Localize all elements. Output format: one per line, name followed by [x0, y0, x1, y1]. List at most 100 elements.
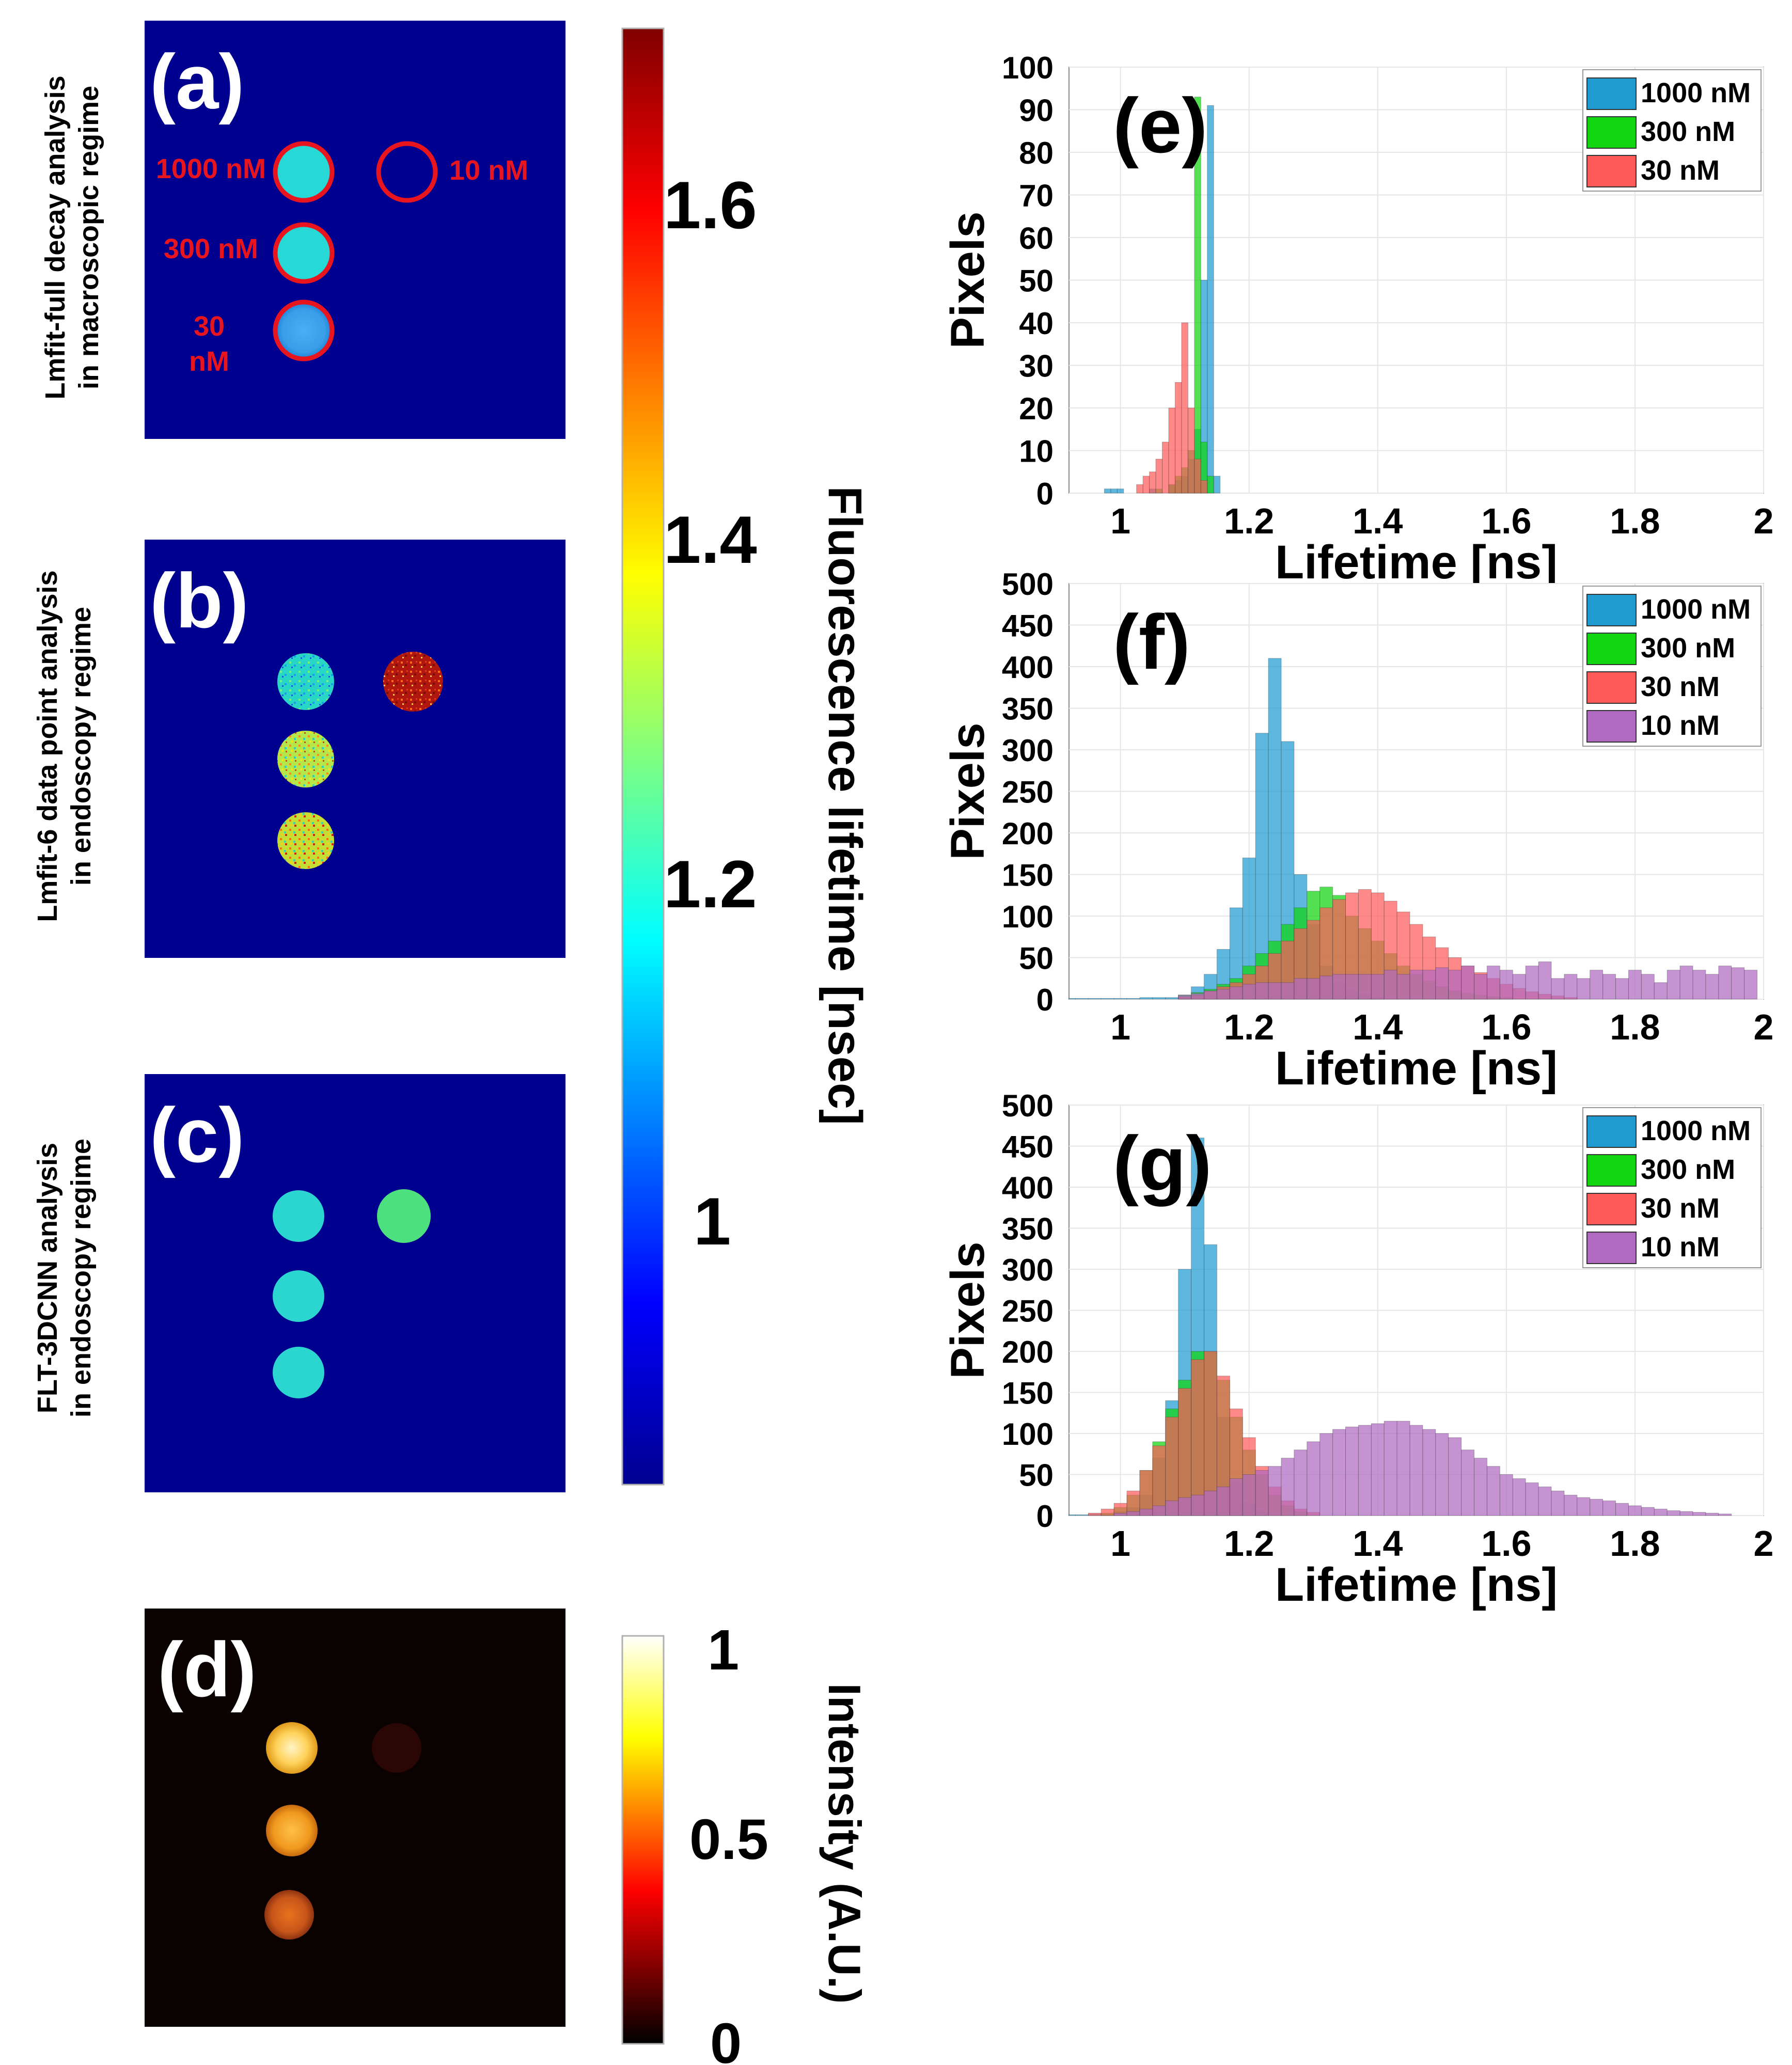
xtick-label-g: 1.6 — [1481, 1523, 1531, 1564]
bar-e-s2 — [1149, 471, 1156, 494]
bar-e-s0 — [1110, 488, 1118, 494]
bar-g-s3 — [1628, 1505, 1642, 1516]
spot-d-300 — [266, 1805, 318, 1856]
bar-g-s2 — [1178, 1388, 1192, 1516]
xtick-label-g: 1.2 — [1224, 1523, 1274, 1564]
xaxis-label-g: Lifetime [ns] — [1275, 1558, 1558, 1611]
spot-d-10 — [372, 1723, 421, 1773]
bar-g-s3 — [1512, 1478, 1526, 1516]
bar-f-s0 — [1101, 998, 1114, 1000]
intensity-colorbar: 1 0.5 0 Intensity (A.U.) — [621, 1618, 870, 2065]
ytick-label-e: 0 — [1036, 477, 1054, 511]
bar-g-s2 — [1191, 1359, 1205, 1516]
spot-b-10 — [383, 652, 443, 712]
ytick-label-e: 50 — [1019, 264, 1054, 298]
bar-e-s2 — [1174, 382, 1182, 494]
bar-g-s3 — [1641, 1507, 1655, 1516]
xtick-label-f: 2 — [1754, 1007, 1774, 1047]
bar-f-s0 — [1113, 998, 1127, 1000]
bar-f-s3 — [1628, 970, 1642, 1000]
bar-g-s3 — [1113, 1512, 1127, 1516]
yaxis-label-g: Pixels — [941, 1242, 994, 1379]
roi-300 — [273, 222, 335, 284]
bar-f-s3 — [1191, 993, 1205, 1000]
bar-f-s3 — [1409, 970, 1423, 1000]
panel-tag-f: (f) — [1113, 598, 1190, 685]
bar-g-s3 — [1332, 1429, 1346, 1516]
bar-e-s2 — [1136, 484, 1143, 494]
bar-g-s3 — [1242, 1474, 1256, 1516]
legend-label-g: 1000 nM — [1641, 1115, 1751, 1146]
legend-swatch-f — [1586, 671, 1637, 704]
bar-f-s3 — [1512, 974, 1526, 1000]
bar-f-s3 — [1667, 970, 1680, 1000]
xtick-label-e: 2 — [1754, 501, 1774, 541]
ytick-label-g: 300 — [1002, 1253, 1054, 1287]
bar-g-s3 — [1126, 1511, 1140, 1516]
ytick-label-f: 250 — [1002, 775, 1054, 810]
ytick-label-f: 500 — [1002, 567, 1054, 602]
ytick-label-f: 200 — [1002, 816, 1054, 851]
ytick-label-e: 70 — [1019, 179, 1054, 213]
panel-d-tag: (d) — [158, 1626, 257, 1713]
bar-f-s3 — [1499, 970, 1513, 1000]
panel-a-image — [145, 21, 565, 439]
lifetime-colorbar: 1.6 1.4 1.2 1 Fluorescence lifetime [nse… — [621, 27, 871, 1486]
bar-f-s0 — [1088, 998, 1102, 1000]
ytick-label-e: 100 — [1002, 51, 1054, 85]
bar-g-s3 — [1204, 1490, 1217, 1516]
bar-f-s3 — [1718, 966, 1732, 1000]
bar-g-s3 — [1538, 1486, 1552, 1516]
bar-f-s3 — [1731, 967, 1745, 1000]
lifetime-tick-1.4: 1.4 — [664, 502, 757, 577]
bar-g-s2 — [1088, 1512, 1102, 1516]
bar-f-s3 — [1268, 982, 1282, 1000]
bar-f-s3 — [1294, 978, 1308, 1000]
intensity-tick-1: 1 — [708, 1618, 739, 1682]
ytick-label-g: 200 — [1002, 1335, 1054, 1369]
xtick-label-e: 1.4 — [1353, 501, 1403, 541]
xtick-label-e: 1.6 — [1481, 501, 1531, 541]
bar-f-s3 — [1448, 970, 1462, 1000]
legend-label-g: 10 nM — [1641, 1232, 1720, 1263]
bar-f-s3 — [1590, 970, 1604, 1000]
xtick-label-f: 1.8 — [1610, 1007, 1660, 1047]
lifetime-tick-1.2: 1.2 — [664, 846, 757, 922]
bar-g-s2 — [1101, 1508, 1114, 1516]
bar-g-s0 — [1068, 1514, 1076, 1516]
intensity-colorbar-title: Intensity (A.U.) — [819, 1683, 870, 2004]
ytick-label-f: 400 — [1002, 650, 1054, 685]
bar-f-s3 — [1319, 975, 1333, 1000]
bar-g-s3 — [1667, 1510, 1680, 1516]
bar-g-s3 — [1486, 1466, 1500, 1516]
bar-g-s3 — [1435, 1433, 1449, 1516]
ytick-label-f: 0 — [1036, 983, 1054, 1017]
legend-swatch-g — [1586, 1232, 1637, 1264]
bar-f-s3 — [1332, 974, 1346, 1000]
bar-f-s3 — [1281, 982, 1295, 1000]
bar-f-s3 — [1204, 990, 1217, 1000]
bar-f-s3 — [1307, 978, 1321, 1000]
bar-g-s3 — [1229, 1478, 1243, 1516]
bar-f-s3 — [1744, 970, 1758, 1000]
bar-e-s0 — [1213, 476, 1221, 494]
bar-g-s3 — [1294, 1449, 1308, 1516]
bar-g-s3 — [1705, 1512, 1719, 1516]
xtick-label-g: 2 — [1754, 1523, 1774, 1564]
legend-swatch-g — [1586, 1193, 1637, 1225]
bar-e-s2 — [1181, 322, 1188, 494]
ytick-label-e: 40 — [1019, 306, 1054, 341]
bar-e-s2 — [1200, 480, 1208, 494]
panel-b-tag: (b) — [150, 557, 249, 644]
roi-label-30-line2: nM — [189, 346, 229, 377]
bar-f-s0 — [1152, 997, 1166, 1000]
intensity-tick-0: 0 — [710, 2012, 742, 2065]
bar-g-s3 — [1525, 1482, 1539, 1516]
bar-g-s3 — [1654, 1508, 1668, 1516]
bar-f-s3 — [1255, 982, 1269, 1000]
ytick-label-e: 90 — [1019, 93, 1054, 128]
ytick-label-g: 150 — [1002, 1376, 1054, 1411]
bar-f-s3 — [1384, 970, 1397, 1000]
bar-g-s3 — [1216, 1486, 1230, 1516]
spot-d-30 — [264, 1890, 314, 1940]
